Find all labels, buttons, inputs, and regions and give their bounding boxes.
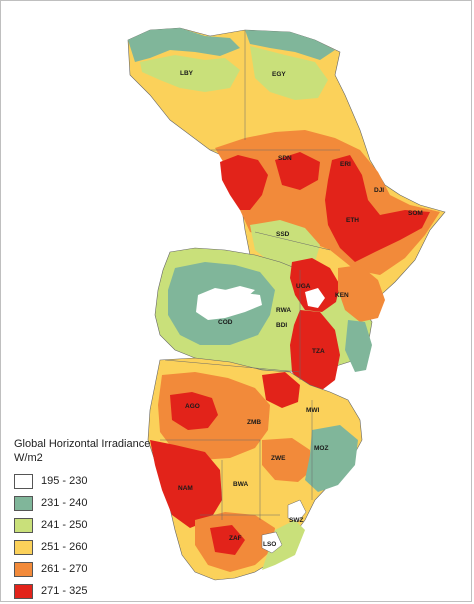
legend-swatch (14, 473, 33, 489)
legend-label: 251 - 260 (41, 541, 88, 553)
legend-label: 231 - 240 (41, 497, 88, 509)
congo-white-2 (225, 286, 255, 296)
mozambique-green (305, 425, 358, 492)
uganda-kenya-red (290, 258, 340, 312)
country-borders (160, 30, 340, 520)
legend-label: 195 - 230 (41, 475, 88, 487)
egypt-coast-green (245, 30, 335, 60)
legend-swatch (14, 517, 33, 533)
legend-item: 241 - 250 (14, 515, 204, 535)
botswana-yellow (222, 462, 275, 518)
label-som: SOM (408, 210, 423, 217)
legend-item: 195 - 230 (14, 471, 204, 491)
label-eth: ETH (346, 217, 359, 224)
label-tza: TZA (312, 348, 325, 355)
legend-item: 271 - 325 (14, 581, 204, 601)
namibia-red (150, 440, 222, 528)
legend-item: 231 - 240 (14, 493, 204, 513)
label-lby: LBY (180, 70, 194, 77)
label-cod: COD (218, 319, 233, 326)
egypt-inner-green (250, 46, 328, 100)
label-dji: DJI (374, 187, 384, 194)
label-ssd: SSD (276, 231, 290, 238)
legend-title: Global Horizontal Irradiance (14, 438, 151, 450)
legend-swatch (14, 561, 33, 577)
label-zmb: ZMB (247, 419, 261, 426)
legend-swatch (14, 539, 33, 555)
legend-swatch (14, 583, 33, 599)
label-uga: UGA (296, 283, 311, 290)
label-zwe: ZWE (271, 455, 286, 462)
zambia-red (262, 372, 300, 408)
label-nam: NAM (178, 485, 193, 492)
zaf-red (210, 525, 245, 555)
tanzania-red (290, 310, 340, 390)
legend-label: 271 - 325 (41, 585, 88, 597)
zimbabwe-orange (262, 438, 312, 482)
angola-red (170, 392, 218, 430)
label-bdi: BDI (276, 322, 287, 329)
legend-item: 261 - 270 (14, 559, 204, 579)
sudan-red (220, 155, 268, 210)
ssd-green (250, 220, 320, 268)
zaf-coast-green (262, 520, 305, 570)
label-eri: ERI (340, 161, 351, 168)
label-ago: AGO (185, 403, 200, 410)
sudan-red-2 (275, 152, 320, 190)
label-zaf: ZAF (229, 535, 242, 542)
libya-inner-green (140, 55, 240, 92)
label-moz: MOZ (314, 445, 328, 452)
legend-swatch (14, 495, 33, 511)
kenya-orange (338, 265, 385, 322)
legend-label: 241 - 250 (41, 519, 88, 531)
label-ken: KEN (335, 292, 349, 299)
lesotho-white (261, 531, 283, 554)
coast-green (345, 320, 372, 372)
swaziland-white (287, 499, 307, 523)
country-labels: LBY EGY SDN ERI DJI ETH SOM SSD UGA KEN … (178, 70, 423, 548)
label-bwa: BWA (233, 481, 248, 488)
label-egy: EGY (272, 71, 286, 78)
map-legend: Global Horizontal Irradiance W/m2 195 - … (14, 437, 204, 603)
eritrea-ethiopia-red (325, 155, 430, 262)
legend-unit: W/m2 (14, 452, 43, 464)
uganda-lake-white (305, 288, 325, 308)
label-mwi: MWI (306, 407, 320, 414)
label-swz: SWZ (289, 517, 303, 524)
legend-label: 261 - 270 (41, 563, 88, 575)
label-lso: LSO (263, 541, 276, 548)
label-sdn: SDN (278, 155, 292, 162)
libya-coast-green (128, 28, 240, 62)
legend-item: 251 - 260 (14, 537, 204, 557)
label-rwa: RWA (276, 307, 291, 314)
